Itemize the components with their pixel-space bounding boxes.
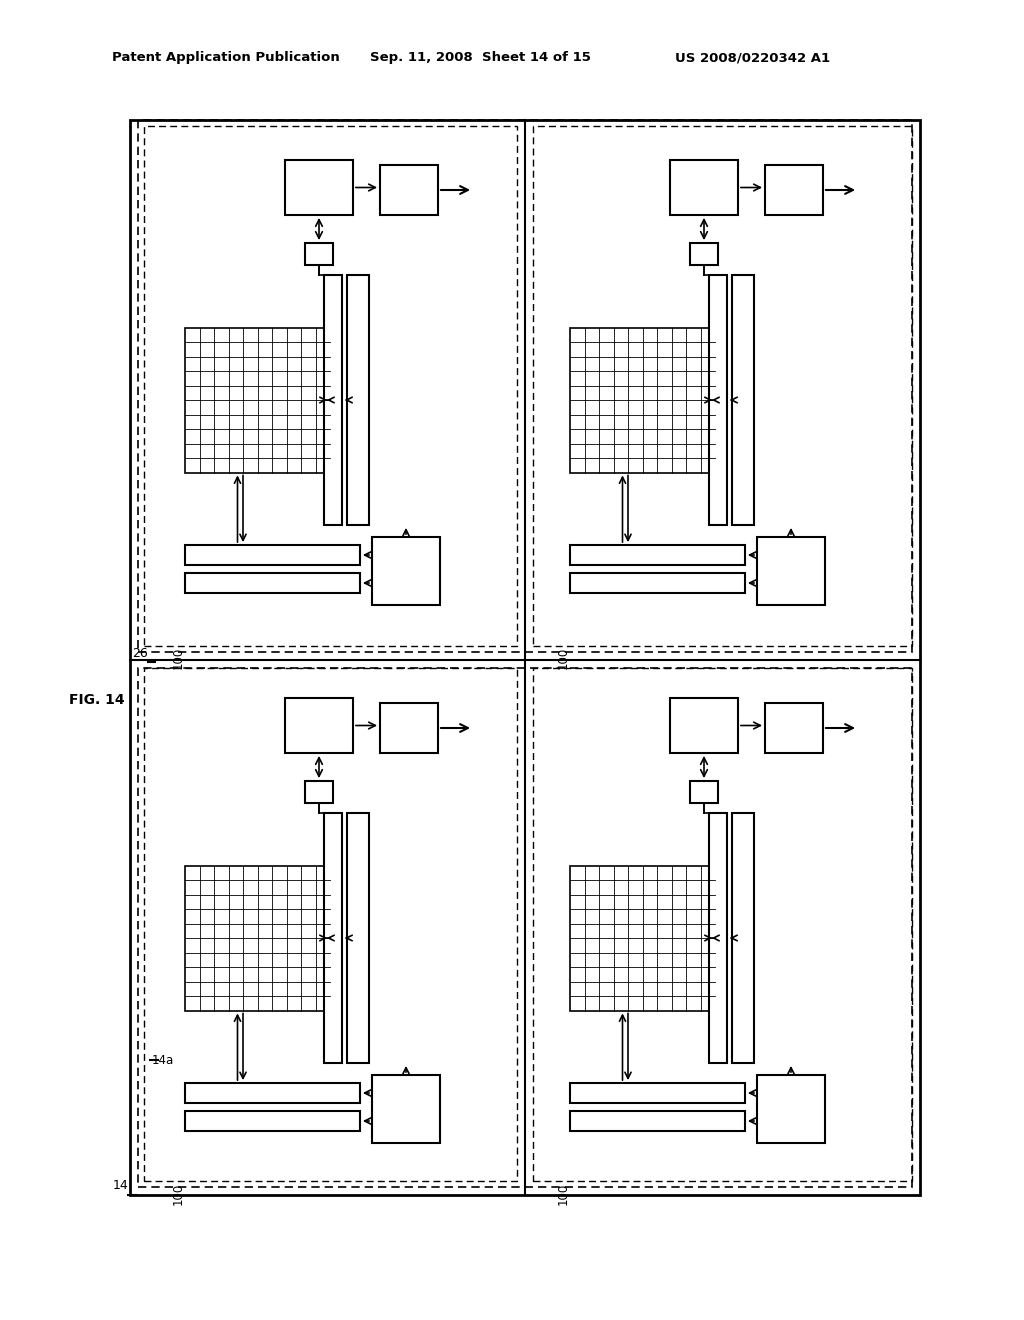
Text: FIG. 14: FIG. 14 (70, 693, 125, 708)
Bar (380, 704, 438, 752)
Bar (709, 275, 727, 525)
Bar (732, 275, 754, 525)
Bar (305, 781, 333, 803)
Bar (732, 813, 754, 1063)
Bar (670, 698, 738, 752)
Text: 100: 100 (172, 647, 185, 669)
Bar (690, 243, 718, 265)
Bar (144, 668, 517, 1181)
Bar (347, 813, 369, 1063)
Bar (709, 813, 727, 1063)
Bar (305, 243, 333, 265)
Bar (285, 160, 353, 215)
Text: Patent Application Publication: Patent Application Publication (112, 51, 340, 65)
Bar (765, 165, 823, 215)
Bar (130, 120, 920, 1195)
Bar (144, 125, 517, 645)
Bar (757, 1074, 825, 1143)
Bar (324, 275, 342, 525)
Bar (138, 120, 912, 652)
Text: 14a: 14a (152, 1053, 174, 1067)
Bar (324, 813, 342, 1063)
Bar (570, 866, 715, 1011)
Text: 26: 26 (132, 647, 148, 660)
Text: 100: 100 (557, 647, 570, 669)
Bar (185, 1082, 360, 1104)
Text: Sep. 11, 2008  Sheet 14 of 15: Sep. 11, 2008 Sheet 14 of 15 (370, 51, 591, 65)
Bar (372, 1074, 440, 1143)
Text: 14: 14 (113, 1179, 128, 1192)
Bar (185, 545, 360, 565)
Bar (534, 125, 912, 645)
Bar (185, 1111, 360, 1131)
Text: US 2008/0220342 A1: US 2008/0220342 A1 (675, 51, 830, 65)
Text: 100: 100 (557, 1183, 570, 1205)
Bar (670, 160, 738, 215)
Bar (534, 668, 912, 1181)
Bar (570, 1111, 745, 1131)
Bar (372, 537, 440, 605)
Bar (570, 573, 745, 593)
Bar (347, 275, 369, 525)
Bar (285, 698, 353, 752)
Text: 100: 100 (172, 1183, 185, 1205)
Bar (570, 545, 745, 565)
Bar (570, 327, 715, 473)
Bar (380, 165, 438, 215)
Bar (185, 327, 330, 473)
Bar (765, 704, 823, 752)
Bar (570, 1082, 745, 1104)
Bar (690, 781, 718, 803)
Bar (138, 668, 912, 1187)
Bar (185, 573, 360, 593)
Bar (185, 866, 330, 1011)
Bar (757, 537, 825, 605)
